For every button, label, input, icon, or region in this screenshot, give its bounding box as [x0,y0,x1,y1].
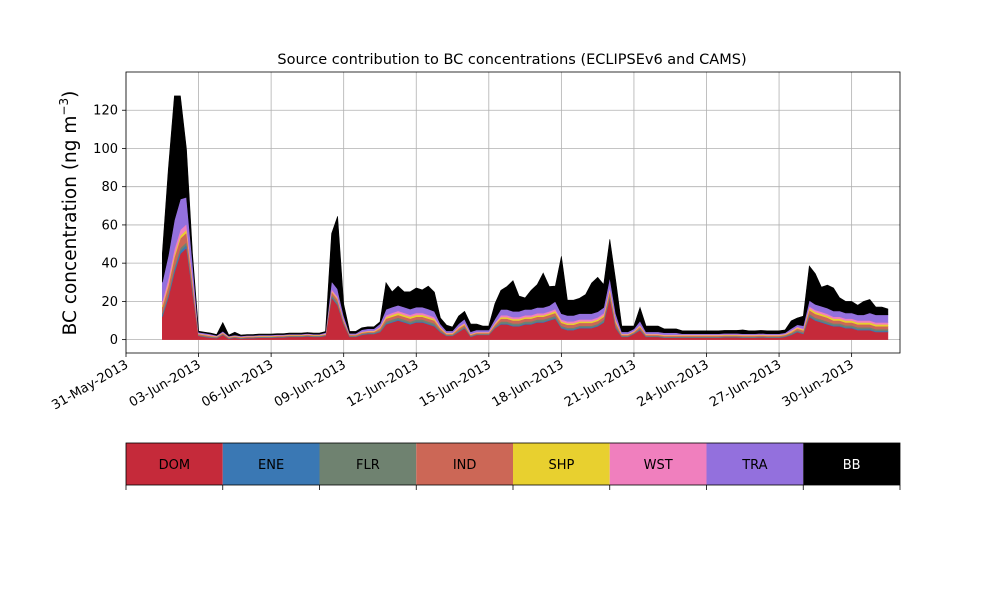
x-tick-label: 30-Jun-2013 [780,357,857,410]
y-tick-label: 0 [110,333,118,348]
y-tick-label: 20 [101,295,118,310]
legend-label-bb: BB [843,458,861,473]
legend-swatch-ind [416,443,513,485]
legend: DOM ENE FLR IND SHP WST TRA BB [125,442,901,490]
legend-label-dom: DOM [159,458,190,473]
legend-swatch-ene [222,443,320,485]
y-tick-label: 60 [101,218,118,233]
y-tick-label: 120 [93,104,118,119]
legend-label-shp: SHP [548,458,574,473]
x-tick-label: 15-Jun-2013 [417,357,494,410]
legend-swatch-flr [319,443,417,485]
x-tick-label: 31-May-2013 [49,357,131,413]
x-tick-label: 12-Jun-2013 [344,357,421,410]
x-tick-label: 27-Jun-2013 [707,357,784,410]
y-axis-label-text: BC concentration (ng m [60,116,81,336]
y-axis-label-unit-exponent: −3 [57,98,71,116]
x-tick-label: 18-Jun-2013 [490,357,567,410]
series-area-bb [162,95,889,337]
x-tick-label: 06-Jun-2013 [199,357,276,410]
legend-label-ind: IND [453,458,477,473]
legend-label-flr: FLR [356,458,380,473]
legend-label-wst: WST [644,458,673,473]
y-tick-label: 80 [101,180,118,195]
legend-label-ene: ENE [258,458,284,473]
legend-swatch-wst [609,443,707,485]
chart-title: Source contribution to BC concentrations… [277,52,746,68]
x-tick-label: 09-Jun-2013 [272,357,349,410]
x-tick-label: 24-Jun-2013 [635,357,712,410]
legend-swatch-dom [126,443,223,485]
y-axis-label-close: ) [60,91,81,98]
y-tick-label: 100 [93,142,118,157]
x-tick-label: 21-Jun-2013 [562,357,639,410]
y-axis-label: BC concentration (ng m−3) [57,91,81,336]
y-tick-label: 40 [101,257,118,272]
plot-frame [125,71,901,354]
x-tick-label: 03-Jun-2013 [127,357,204,410]
plot-area: 0 20 40 60 80 100 120 31-May-201303-Jun-201306-… [49,71,901,413]
legend-swatch-bb [803,443,900,485]
legend-swatch-tra [706,443,804,485]
legend-swatch-shp [513,443,610,485]
legend-label-tra: TRA [741,458,767,473]
